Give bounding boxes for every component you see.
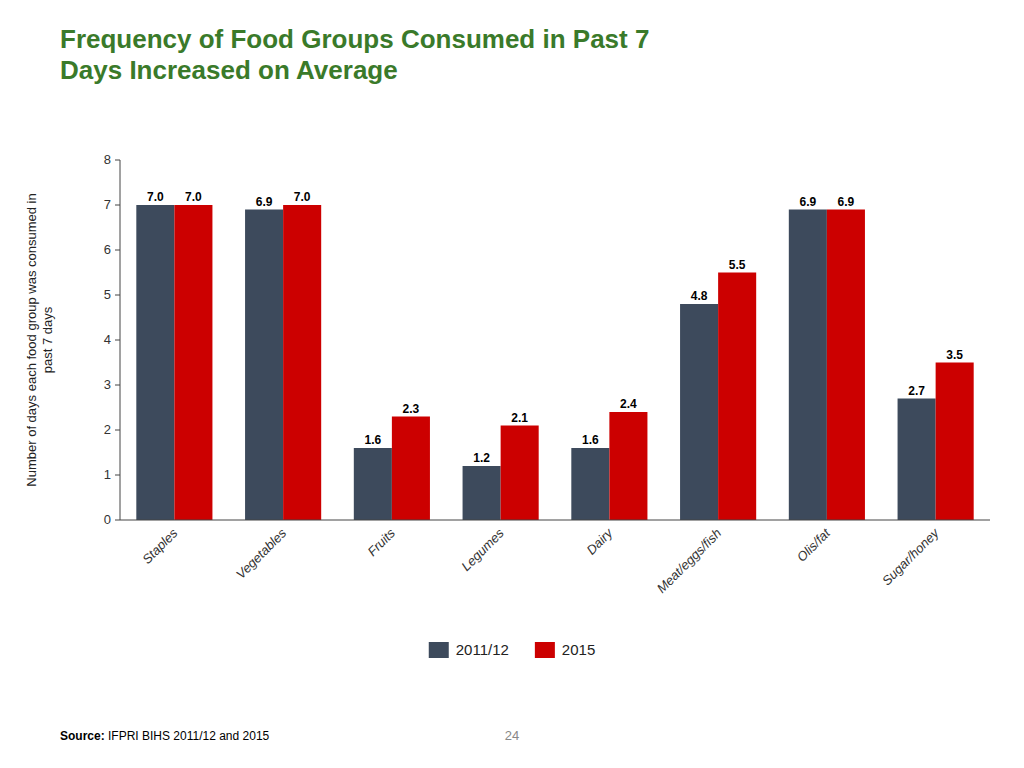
y-tick [115,250,120,251]
data-label: 3.5 [946,348,963,362]
data-label: 7.0 [185,190,202,204]
x-tick-label: Fruits [364,525,398,559]
y-tick [115,205,120,206]
y-tick-label: 3 [104,377,111,392]
data-label: 4.8 [691,289,708,303]
bar [609,412,647,520]
y-tick [115,160,120,161]
x-tick-label: Staples [139,525,181,567]
y-tick-label: 1 [104,467,111,482]
legend: 2011/12 2015 [429,641,595,658]
bar [174,205,212,520]
y-tick [115,430,120,431]
bar [283,205,321,520]
y-tick-label: 6 [104,242,111,257]
bar [680,304,718,520]
y-axis-label-line: past 7 days [40,306,55,373]
bar [936,363,974,521]
y-tick-label: 2 [104,422,111,437]
data-label: 6.9 [800,195,817,209]
x-tick-label: Meat/eggs/fish [654,526,724,596]
y-tick-label: 5 [104,287,111,302]
bar [571,448,609,520]
data-label: 2.4 [620,397,637,411]
legend-swatch [429,642,449,658]
bar [718,273,756,521]
bar [501,426,539,521]
data-label: 1.6 [365,433,382,447]
legend-swatch [535,642,555,658]
data-label: 2.7 [908,384,925,398]
bar [827,210,865,521]
data-label: 2.3 [403,402,420,416]
bar [136,205,174,520]
x-tick-label: Legumes [458,525,507,574]
data-label: 7.0 [147,190,164,204]
y-tick [115,340,120,341]
x-tick-label: Olis/fat [794,525,834,565]
data-label: 7.0 [294,190,311,204]
legend-label: 2011/12 [456,641,509,658]
data-label: 1.2 [473,451,490,465]
y-tick-label: 8 [104,152,111,167]
bars [136,205,973,520]
y-tick [115,385,120,386]
y-tick-label: 7 [104,197,111,212]
source: Source: IFPRI BIHS 2011/12 and 2015 [60,729,270,743]
data-labels: 7.0 6.9 1.6 1.2 1.6 4.8 6.9 2.7 7.0 7.0 2.3 2.1 2.4 5… [147,190,963,465]
y-axis: 0 1 2 3 4 5 6 7 8 [104,152,120,527]
x-axis-line [120,520,990,521]
y-tick [115,520,120,521]
data-label: 1.6 [582,433,599,447]
title-line: Days Increased on Average [60,55,398,85]
x-tick-label: Dairy [583,524,616,557]
y-axis-label: Number of days each food group was consu… [24,193,55,486]
bar [898,399,936,521]
title-line: Frequency of Food Groups Consumed in Pas… [60,24,649,54]
bar [463,466,501,520]
source-label: Source: [60,729,105,743]
y-tick [115,475,120,476]
bar [354,448,392,520]
x-tick-label: Vegetables [233,525,290,582]
data-label: 2.1 [511,411,528,425]
y-axis-line [120,160,121,520]
y-tick-label: 0 [104,512,111,527]
data-label: 6.9 [256,195,273,209]
x-axis: Staples Vegetables Fruits Legumes Dairy Meat/… [139,524,943,595]
y-tick [115,295,120,296]
chart: Frequency of Food Groups Consumed in Pas… [0,0,1024,768]
bar [392,417,430,521]
page-number: 24 [505,728,519,743]
source-text: IFPRI BIHS 2011/12 and 2015 [105,729,270,743]
legend-label: 2015 [562,641,595,658]
x-tick-label: Sugar/honey [879,524,943,588]
title: Frequency of Food Groups Consumed in Pas… [60,24,649,85]
bar [789,210,827,521]
bar [245,210,283,521]
data-label: 5.5 [729,258,746,272]
y-tick-label: 4 [104,332,111,347]
data-label: 6.9 [838,195,855,209]
y-axis-label-line: Number of days each food group was consu… [24,193,39,486]
